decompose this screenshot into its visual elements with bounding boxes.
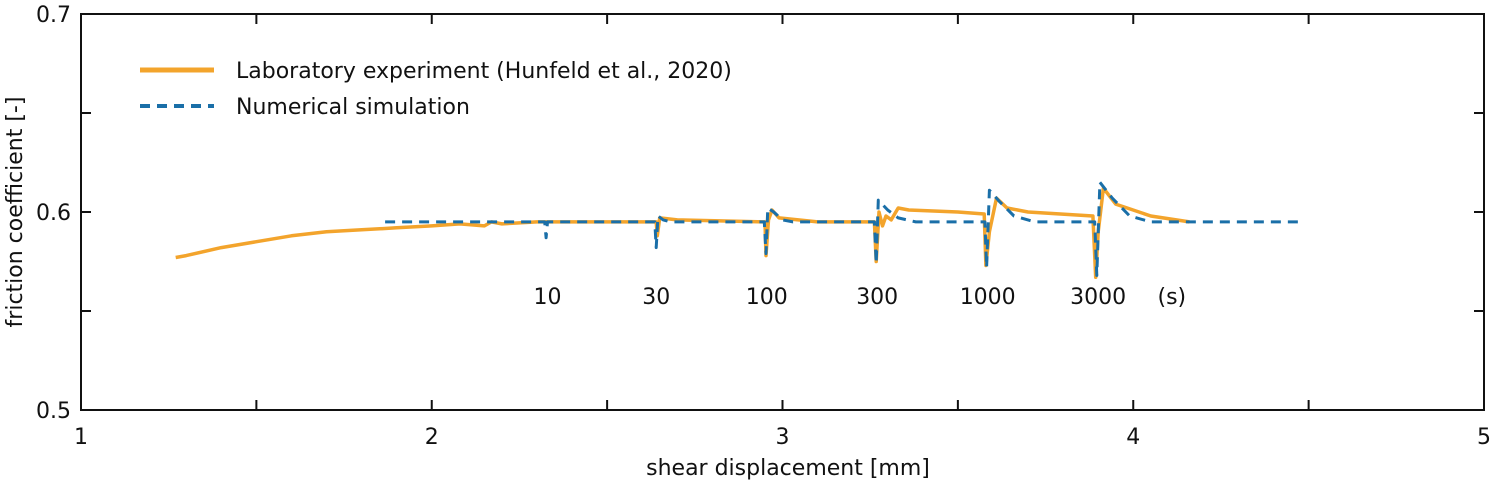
hold-time-annotation: 1000 bbox=[960, 285, 1016, 310]
series-line-simulation bbox=[385, 180, 1300, 277]
legend-label-sim: Numerical simulation bbox=[236, 95, 470, 120]
hold-time-annotation: 30 bbox=[642, 285, 670, 310]
hold-time-annotation: 100 bbox=[746, 285, 788, 310]
hold-time-annotation: 300 bbox=[856, 285, 898, 310]
legend-label-lab: Laboratory experiment (Hunfeld et al., 2… bbox=[236, 59, 732, 84]
y-tick-label: 0.5 bbox=[36, 399, 71, 424]
y-tick-label: 0.7 bbox=[36, 3, 71, 28]
x-tick-label: 1 bbox=[74, 425, 88, 450]
y-axis-label: friction coefficient [-] bbox=[3, 97, 28, 328]
x-tick-label: 5 bbox=[1477, 425, 1491, 450]
x-tick-label: 2 bbox=[425, 425, 439, 450]
hold-time-annotation: (s) bbox=[1158, 285, 1187, 310]
x-tick-label: 3 bbox=[776, 425, 790, 450]
x-tick-label: 4 bbox=[1126, 425, 1140, 450]
hold-time-annotation: 3000 bbox=[1070, 285, 1126, 310]
y-tick-label: 0.6 bbox=[36, 201, 71, 226]
hold-time-annotation: 10 bbox=[533, 285, 561, 310]
x-axis-label: shear displacement [mm] bbox=[646, 456, 930, 481]
series-line-laboratory bbox=[175, 186, 1190, 280]
legend: Laboratory experiment (Hunfeld et al., 2… bbox=[140, 59, 732, 120]
